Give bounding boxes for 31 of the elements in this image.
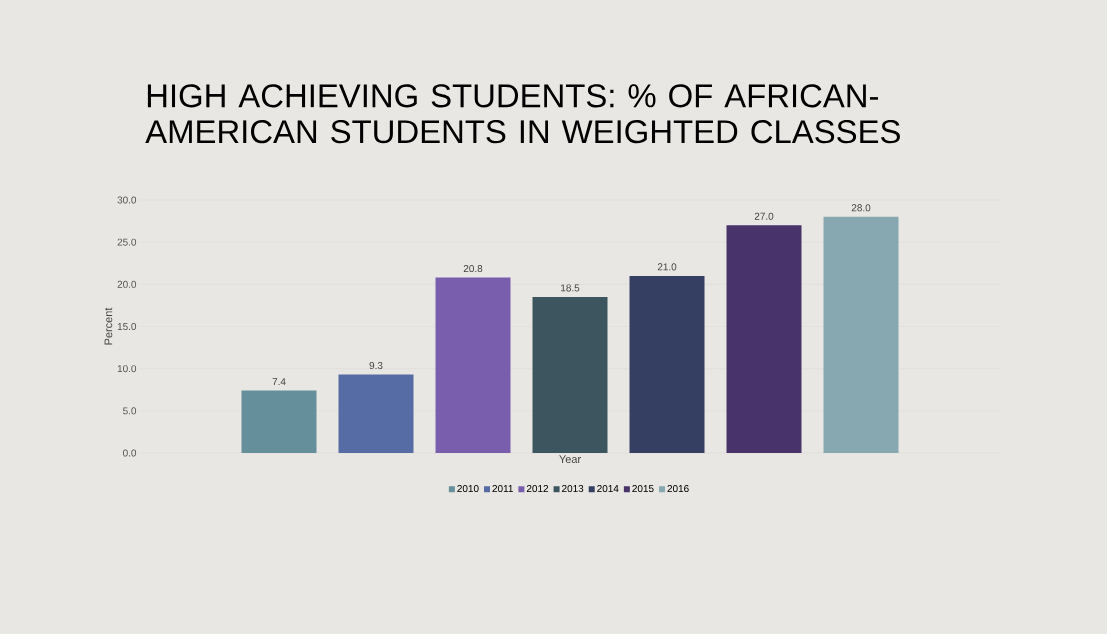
bar: [823, 216, 899, 453]
bar: [338, 374, 414, 453]
x-axis-title: Year: [559, 455, 581, 464]
y-axis-title: Percent: [104, 307, 113, 345]
legend-label: 2010: [457, 485, 479, 493]
bar: [726, 225, 802, 453]
data-label: 9.3: [369, 362, 383, 370]
y-tick-label: 10.0: [117, 365, 137, 373]
chart-title: HIGH ACHIEVING STUDENTS: % OF AFRICAN-AMERICAN STUDENTS IN WEIGHTED CLASSES: [145, 84, 900, 144]
legend-label: 2014: [597, 485, 619, 493]
y-tick-label: 25.0: [117, 238, 137, 246]
data-label: 18.5: [561, 284, 580, 292]
legend-label: 2012: [526, 485, 549, 493]
data-label: 20.8: [463, 265, 483, 273]
data-label: 28.0: [851, 204, 871, 212]
y-tick-label: 0.0: [123, 449, 137, 457]
y-tick-label: 5.0: [123, 407, 137, 415]
data-label: 21.0: [657, 263, 677, 271]
bar: [629, 275, 705, 453]
legend-label: 2013: [562, 485, 584, 493]
bar: [435, 277, 511, 453]
legend-label: 2011: [492, 485, 513, 493]
bar: [532, 296, 608, 453]
bar: [241, 390, 317, 453]
y-tick-label: 30.0: [117, 196, 137, 204]
legend-label: 2015: [632, 485, 654, 493]
legend-label: 2016: [667, 485, 689, 493]
y-tick-label: 20.0: [117, 280, 137, 288]
data-label: 7.4: [272, 378, 286, 386]
data-label: 27.0: [754, 212, 774, 220]
y-tick-label: 15.0: [117, 322, 137, 331]
